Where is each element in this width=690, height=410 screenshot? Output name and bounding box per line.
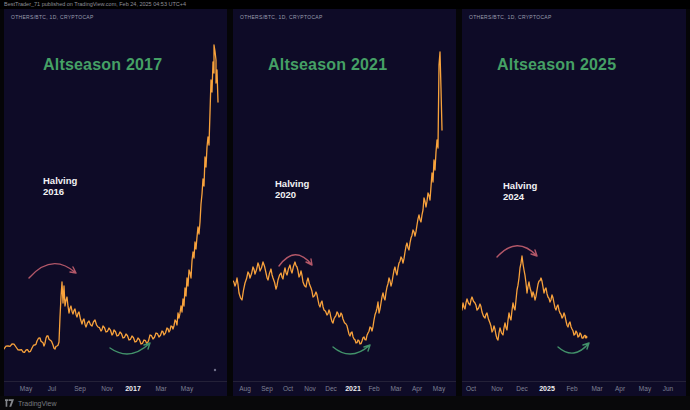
price-line [4, 45, 218, 352]
time-axis-tick[interactable]: May [426, 385, 452, 392]
time-axis-tick[interactable]: Mar [148, 385, 174, 392]
price-line-chart[interactable] [4, 9, 227, 396]
tradingview-logo-icon[interactable] [5, 399, 14, 407]
time-axis-tick[interactable]: 2017 [120, 385, 146, 392]
price-line [462, 256, 586, 340]
tradingview-screenshot: BestTrader_71 published on TradingView.c… [0, 0, 690, 410]
chart-artifact-dot [214, 369, 216, 371]
red-curved-arrow [497, 246, 537, 257]
green-curved-arrow [110, 343, 150, 354]
time-axis-tick[interactable]: Nov [484, 385, 510, 392]
price-line [233, 52, 442, 344]
green-curved-arrow [333, 345, 370, 354]
chart-panel-2: OTHERS/BTC, 1D, CRYPTOCAPAltseason 2021H… [233, 9, 456, 396]
chart-panel-1: OTHERS/BTC, 1D, CRYPTOCAPAltseason 2017H… [4, 9, 227, 396]
chart-panel-3: OTHERS/BTC, 1D, CRYPTOCAPAltseason 2025H… [462, 9, 686, 396]
time-axis-tick[interactable]: 2025 [534, 385, 560, 392]
time-axis-tick[interactable]: May [174, 385, 200, 392]
time-axis-tick[interactable]: Dec [509, 385, 535, 392]
green-curved-arrow [558, 343, 589, 353]
time-axis-tick[interactable]: Nov [94, 385, 120, 392]
attribution-bar: BestTrader_71 published on TradingView.c… [0, 0, 690, 9]
attribution-text: BestTrader_71 published on TradingView.c… [4, 1, 186, 7]
time-axis-tick[interactable]: Feb [559, 385, 585, 392]
time-axis-tick[interactable]: May [13, 385, 39, 392]
time-axis-tick[interactable]: Jun [655, 385, 681, 392]
time-axis[interactable]: OctNovDec2025FebMarAprMayJun [462, 381, 686, 396]
time-axis-tick[interactable]: Jul [39, 385, 65, 392]
price-line-chart[interactable] [233, 9, 456, 396]
time-axis[interactable]: MayJulSepNov2017MarMay [4, 381, 227, 396]
line-end-dot [585, 336, 588, 339]
red-curved-arrow [29, 264, 76, 278]
price-line-chart[interactable] [462, 9, 686, 396]
time-axis-tick[interactable]: Apr [607, 385, 633, 392]
time-axis[interactable]: AugSepOctNovDec2021FebMarAprMay [233, 381, 456, 396]
time-axis-tick[interactable]: Sep [67, 385, 93, 392]
tradingview-logo-text[interactable]: TradingView [18, 400, 57, 407]
footer-bar: TradingView [0, 396, 690, 410]
time-axis-tick[interactable]: Oct [458, 385, 484, 392]
